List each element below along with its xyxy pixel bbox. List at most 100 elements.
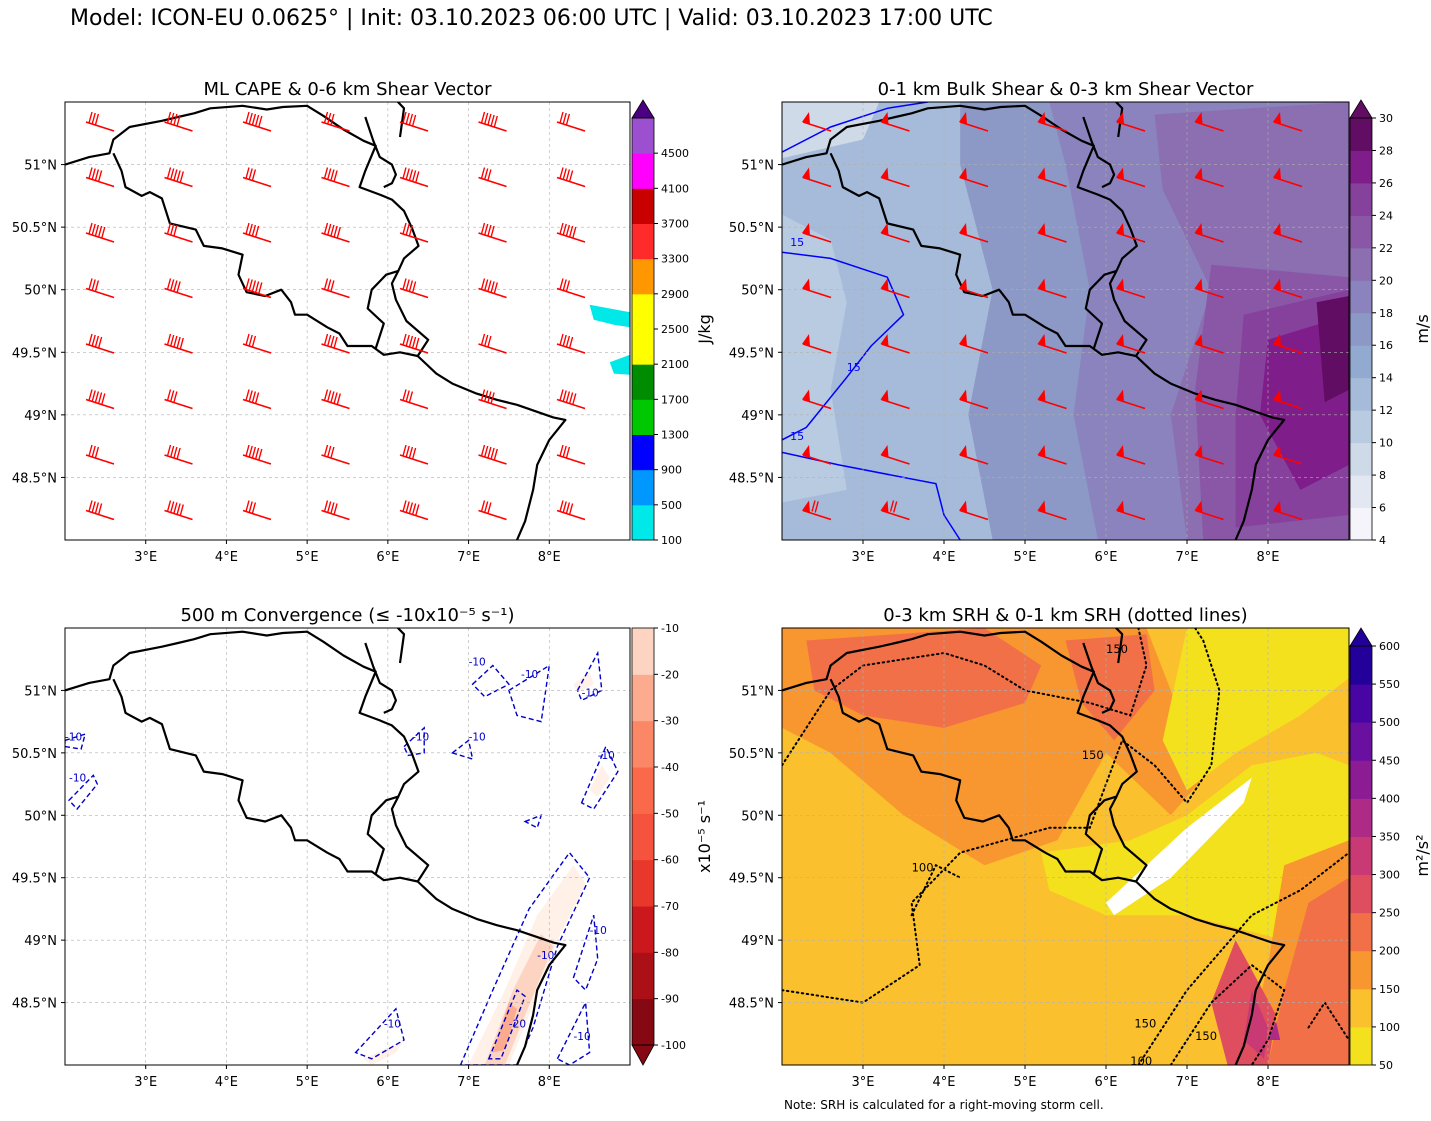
barb-feather: [327, 223, 332, 236]
wind-barb: [959, 445, 989, 465]
wind-barb: [1037, 167, 1067, 188]
barb-flag: [802, 112, 810, 124]
barb-feather: [245, 500, 250, 512]
wind-barb: [959, 167, 989, 188]
wind-barb: [321, 167, 350, 188]
barb-shaft: [1038, 343, 1067, 354]
x-tick-label: 8°E: [538, 1075, 561, 1090]
barb-feather: [245, 111, 250, 124]
barb-feather: [258, 282, 263, 294]
barb-flag: [959, 500, 967, 513]
wind-barb: [1194, 445, 1224, 465]
barb-feather: [814, 501, 819, 513]
barb-feather: [480, 111, 486, 124]
barb-feather: [251, 169, 257, 181]
map-background: [65, 102, 630, 540]
border-line-4: [1082, 116, 1116, 189]
barb-feather: [94, 335, 100, 348]
barb-shaft: [164, 176, 193, 188]
barb-feather: [408, 113, 414, 126]
contour-label-15: 15: [790, 236, 804, 249]
colorbar-tick-label: 400: [1379, 792, 1400, 805]
colorbar-tick-label: 20: [1379, 274, 1393, 287]
barb-shaft: [1273, 287, 1303, 299]
wind-barb: [1116, 112, 1146, 132]
barb-shaft: [959, 398, 989, 410]
barb-shaft: [1195, 454, 1224, 465]
barb-shaft: [478, 232, 507, 243]
barb-shaft: [399, 509, 429, 521]
contour-line-minus10: [471, 664, 511, 698]
map-area-convergence: -10 -10 -10 -10 -10 -10 -10 -10 -10 -10 -20 -10 -10: [65, 628, 630, 1065]
y-tick-label: 48.5°N: [12, 997, 57, 1012]
barb-feather: [170, 390, 175, 402]
x-tick-label: 7°E: [1176, 1075, 1199, 1090]
srh-field: [1268, 877, 1349, 1065]
convergence-area: [589, 765, 610, 797]
wind-barb: [478, 167, 507, 188]
axes-frame: [781, 627, 1350, 1066]
wind-barb: [1116, 389, 1146, 410]
barb-shaft: [164, 287, 193, 299]
wind-barb: [1116, 167, 1146, 188]
barb-flag: [1194, 112, 1203, 124]
barb-flag: [1194, 389, 1203, 402]
colorbar-segment: [632, 118, 654, 154]
wind-barb: [399, 278, 429, 299]
y-tick-label: 49.5°N: [729, 872, 774, 887]
figure-title: Model: ICON-EU 0.0625° | Init: 03.10.202…: [70, 6, 993, 31]
contour-line-minus10: [508, 664, 551, 723]
y-tick-label: 49.5°N: [729, 346, 774, 361]
colorbar-tick-label: 500: [1379, 716, 1400, 729]
barb-feather: [330, 446, 335, 459]
barb-feather: [248, 112, 253, 125]
barb-feather: [415, 171, 420, 183]
barb-shaft: [1116, 398, 1146, 410]
barb-feather: [490, 114, 495, 127]
barb-feather: [254, 281, 260, 293]
barb-feather: [323, 167, 329, 179]
barb-feather: [251, 502, 257, 514]
barb-shaft: [959, 287, 989, 299]
panel-title: 0-1 km Bulk Shear & 0-3 km Shear Vector: [878, 79, 1254, 100]
wind-barb: [1116, 334, 1146, 354]
barb-feather: [173, 446, 178, 459]
barb-feather: [330, 391, 335, 403]
barb-feather: [480, 333, 486, 346]
barb-feather: [562, 223, 567, 236]
barb-feather: [893, 501, 898, 513]
colorbar-tick-label: 200: [1379, 945, 1400, 958]
srh-contour-label: 150: [1106, 642, 1128, 656]
wind-barb: [802, 334, 832, 354]
barb-shaft: [1116, 287, 1146, 299]
wind-barb: [1116, 445, 1146, 465]
srh-contour-label: 150: [1082, 748, 1104, 762]
contour-line-minus10: [403, 726, 425, 757]
barb-feather: [327, 334, 332, 347]
barb-feather: [408, 224, 414, 237]
wind-barb: [1273, 445, 1303, 465]
barb-flag: [880, 278, 889, 291]
x-tick-label: 7°E: [457, 550, 480, 565]
barb-feather: [330, 335, 335, 348]
colorbar-segment: [632, 952, 654, 1000]
barb-feather: [245, 389, 250, 401]
barb-feather: [254, 392, 260, 404]
barb-feather: [480, 222, 486, 235]
barb-feather: [336, 393, 341, 405]
wind-barb: [1194, 500, 1224, 521]
barb-feather: [94, 391, 100, 403]
barb-flag: [802, 167, 810, 180]
y-tick-label: 48.5°N: [729, 471, 774, 486]
border-line-1: [782, 104, 1286, 540]
barb-feather: [493, 448, 498, 461]
x-tick-label: 4°E: [215, 550, 238, 565]
barb-shaft: [802, 343, 832, 354]
border-line-5: [396, 102, 406, 138]
barb-feather: [88, 278, 93, 290]
barb-feather: [91, 390, 96, 402]
barb-shaft: [85, 454, 115, 465]
wind-barb: [242, 167, 272, 188]
barb-feather: [405, 223, 410, 236]
barb-shaft: [881, 176, 910, 188]
